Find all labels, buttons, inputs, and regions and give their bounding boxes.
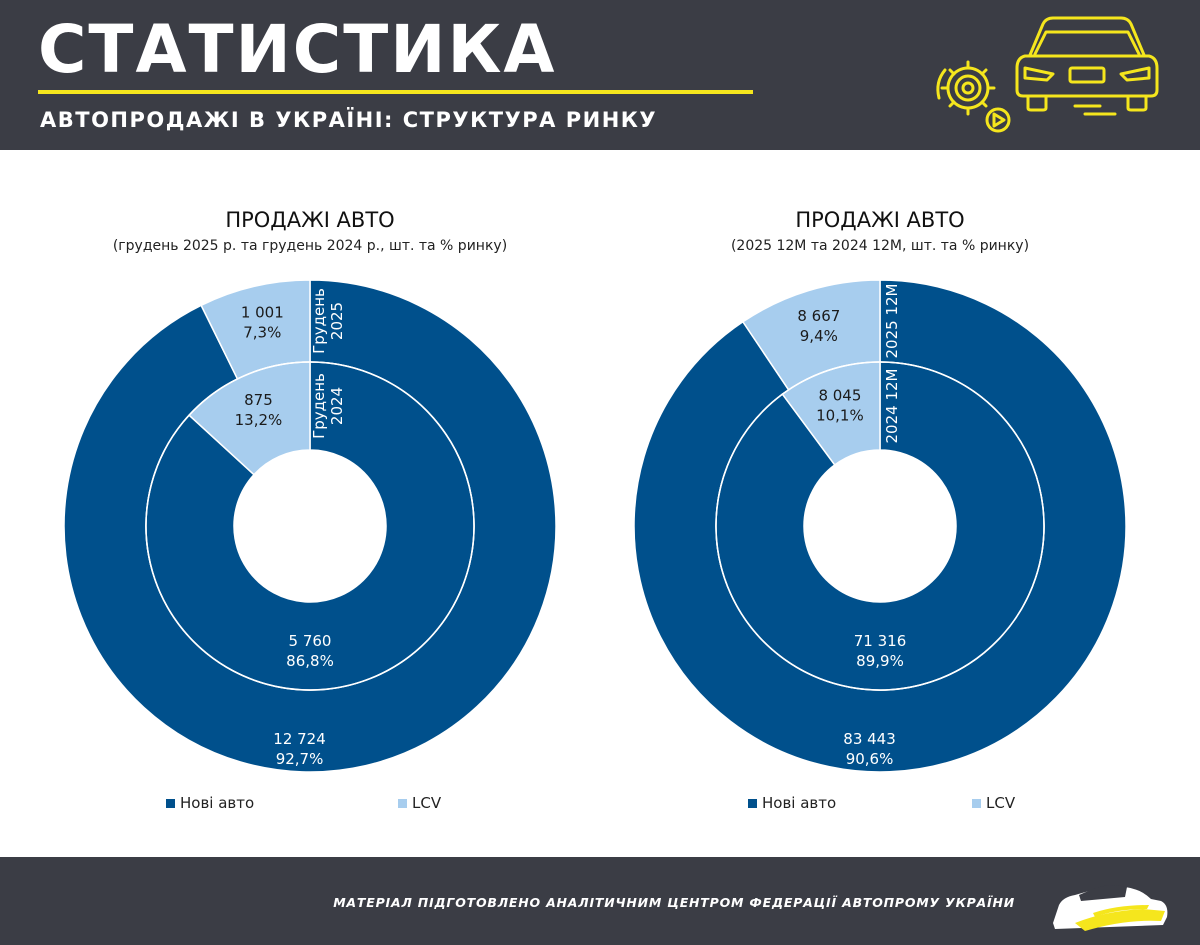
page-title: СТАТИСТИКА [38,11,557,88]
legend-swatch [398,798,407,808]
legend-swatch [748,798,757,808]
chart-legend: Нові авто LCV [10,794,610,818]
chart-december-box: ПРОДАЖІ АВТО (грудень 2025 р. та грудень… [10,200,610,840]
data-label-percent: 9,4% [800,327,838,345]
chart-title: ПРОДАЖІ АВТО [225,208,395,232]
ring-label-line: 2025 [328,302,346,340]
data-label-value: 8 045 [818,386,861,404]
legend-label: LCV [412,794,442,812]
legend-swatch [972,798,981,808]
legend-label: Нові авто [180,794,255,812]
legend-label: Нові авто [762,794,837,812]
data-label-percent: 90,6% [846,750,894,768]
legend-swatch [166,798,175,808]
ring-label-line: 2024 [328,387,346,425]
chart-subtitle: (грудень 2025 р. та грудень 2024 р., шт.… [112,238,508,254]
data-label-percent: 89,9% [856,652,904,670]
ring-separator [145,361,475,691]
data-label-percent: 86,8% [286,652,334,670]
ring-label: Грудень 2024 [310,373,346,439]
data-label-value: 5 760 [289,632,332,650]
legend-label: LCV [986,794,1016,812]
data-label-percent: 92,7% [276,750,324,768]
data-label-value: 83 443 [843,730,896,748]
data-label-percent: 10,1% [816,406,864,424]
footer-credit: МАТЕРІАЛ ПІДГОТОВЛЕНО АНАЛІТИЧНИМ ЦЕНТРО… [333,895,1015,910]
data-label-value: 12 724 [273,730,326,748]
ring-label: 2024 12М [883,369,901,444]
data-label-value: 875 [244,391,273,409]
data-label-value: 71 316 [854,632,907,650]
ring-label: 2025 12М [883,284,901,359]
footer-banner: МАТЕРІАЛ ПІДГОТОВЛЕНО АНАЛІТИЧНИМ ЦЕНТРО… [0,857,1200,945]
legend-item-lcv: LCV [398,794,441,812]
page-subtitle: АВТОПРОДАЖІ В УКРАЇНІ: СТРУКТУРА РИНКУ [40,108,658,132]
chart-legend: Нові авто LCV [580,794,1180,818]
data-label-value: 1 001 [241,303,284,321]
ring-label: Грудень 2025 [310,288,346,354]
data-label-value: 8 667 [797,307,840,325]
car-gear-icon [936,16,1159,133]
ring-separator [715,361,1045,691]
header-banner: СТАТИСТИКА АВТОПРОДАЖІ В УКРАЇНІ: СТРУКТ… [0,0,1200,150]
data-label-percent: 7,3% [243,323,281,341]
ring-label-line: Грудень [310,373,328,439]
ring-label-line: Грудень [310,288,328,354]
legend-item-lcv: LCV [972,794,1015,812]
ring-label-line: 2024 12М [883,369,901,444]
chart-subtitle: (2025 12М та 2024 12М, шт. та % ринку) [730,238,1030,254]
legend-item-new-cars: Нові авто [166,794,254,812]
chart-annual-box: ПРОДАЖІ АВТО (2025 12М та 2024 12М, шт. … [580,200,1180,840]
legend-item-new-cars: Нові авто [748,794,836,812]
car-logo-icon [1053,885,1168,931]
title-underline [38,90,753,94]
data-label-percent: 13,2% [235,411,283,429]
chart-title: ПРОДАЖІ АВТО [795,208,965,232]
ring-label-line: 2025 12М [883,284,901,359]
donut-chart-annual: 83 443 90,6% 8 667 9,4% 2025 12М 71 316 89,9% 8… [633,279,1127,773]
